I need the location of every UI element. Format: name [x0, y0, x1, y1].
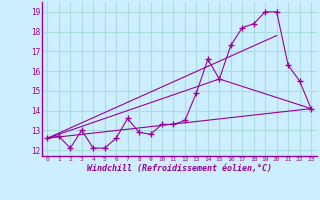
X-axis label: Windchill (Refroidissement éolien,°C): Windchill (Refroidissement éolien,°C): [87, 164, 272, 173]
